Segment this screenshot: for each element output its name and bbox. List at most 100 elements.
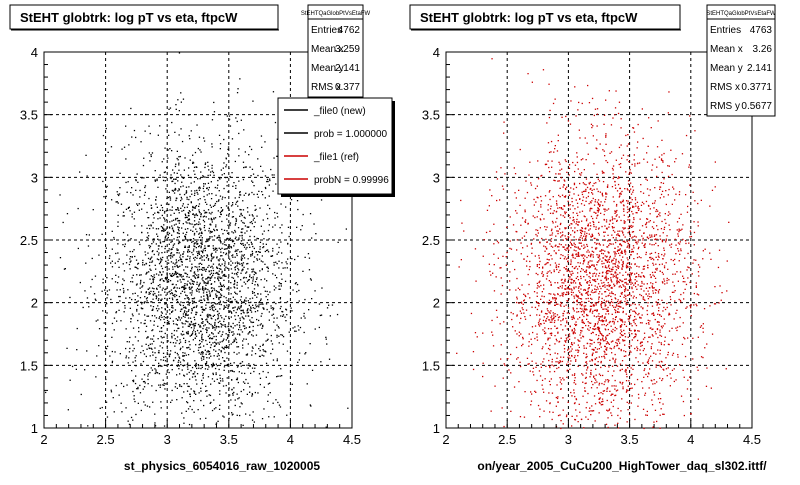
data-point	[167, 369, 168, 370]
data-point	[168, 260, 169, 261]
data-point	[680, 241, 681, 242]
data-point	[120, 289, 121, 290]
data-point	[208, 260, 209, 261]
data-point	[191, 183, 192, 184]
data-point	[260, 242, 261, 243]
data-point	[254, 218, 255, 219]
data-point	[259, 270, 260, 271]
data-point	[620, 296, 621, 297]
data-point	[127, 192, 128, 193]
data-point	[143, 389, 144, 390]
data-point	[243, 425, 244, 426]
data-point	[608, 329, 609, 330]
data-point	[645, 374, 646, 375]
data-point	[163, 337, 164, 338]
data-point	[631, 295, 632, 296]
data-point	[583, 182, 584, 183]
data-point	[248, 258, 249, 259]
data-point	[244, 195, 245, 196]
data-point	[565, 235, 566, 236]
data-point	[262, 194, 263, 195]
data-point	[648, 146, 649, 147]
data-point	[123, 232, 124, 233]
data-point	[234, 267, 235, 268]
data-point	[241, 220, 242, 221]
data-point	[195, 331, 196, 332]
data-point	[224, 370, 225, 371]
data-point	[629, 244, 630, 245]
data-point	[189, 277, 190, 278]
data-point	[288, 227, 289, 228]
data-point	[169, 233, 170, 234]
data-point	[184, 170, 185, 171]
data-point	[199, 284, 200, 285]
data-point	[255, 344, 256, 345]
data-point	[260, 350, 261, 351]
data-point	[643, 203, 644, 204]
data-point	[617, 301, 618, 302]
data-point	[597, 279, 598, 280]
data-point	[582, 194, 583, 195]
data-point	[158, 291, 159, 292]
data-point	[541, 367, 542, 368]
data-point	[175, 357, 176, 358]
data-point	[591, 405, 592, 406]
data-point	[628, 228, 629, 229]
data-point	[222, 174, 223, 175]
data-point	[201, 213, 202, 214]
data-point	[611, 271, 612, 272]
data-point	[229, 302, 230, 303]
data-point	[175, 272, 176, 273]
data-point	[657, 349, 658, 350]
data-point	[653, 391, 654, 392]
data-point	[206, 188, 207, 189]
data-point	[247, 226, 248, 227]
data-point	[275, 224, 276, 225]
data-point	[275, 287, 276, 288]
data-point	[171, 181, 172, 182]
data-point	[289, 332, 290, 333]
data-point	[660, 271, 661, 272]
data-point	[550, 322, 551, 323]
data-point	[174, 266, 175, 267]
data-point	[601, 293, 602, 294]
data-point	[326, 339, 327, 340]
data-point	[223, 285, 224, 286]
data-point	[202, 277, 203, 278]
data-point	[233, 387, 234, 388]
data-point	[705, 249, 706, 250]
data-point	[255, 222, 256, 223]
data-point	[180, 259, 181, 260]
data-point	[299, 359, 300, 360]
data-point	[581, 243, 582, 244]
data-point	[586, 220, 587, 221]
data-point	[566, 212, 567, 213]
data-point	[166, 314, 167, 315]
data-point	[158, 350, 159, 351]
data-point	[311, 237, 312, 238]
data-point	[224, 286, 225, 287]
data-point	[210, 347, 211, 348]
data-point	[267, 291, 268, 292]
data-point	[111, 391, 112, 392]
data-point	[171, 235, 172, 236]
data-point	[668, 367, 669, 368]
data-point	[630, 284, 631, 285]
data-point	[582, 211, 583, 212]
data-point	[218, 359, 219, 360]
data-point	[657, 303, 658, 304]
data-point	[222, 286, 223, 287]
data-point	[157, 258, 158, 259]
data-point	[332, 304, 333, 305]
data-point	[573, 292, 574, 293]
data-point	[552, 247, 553, 248]
data-point	[701, 356, 702, 357]
data-point	[281, 375, 282, 376]
data-point	[539, 409, 540, 410]
data-point	[185, 273, 186, 274]
data-point	[177, 190, 178, 191]
data-point	[275, 330, 276, 331]
data-point	[126, 209, 127, 210]
data-point	[231, 326, 232, 327]
data-point	[280, 306, 281, 307]
